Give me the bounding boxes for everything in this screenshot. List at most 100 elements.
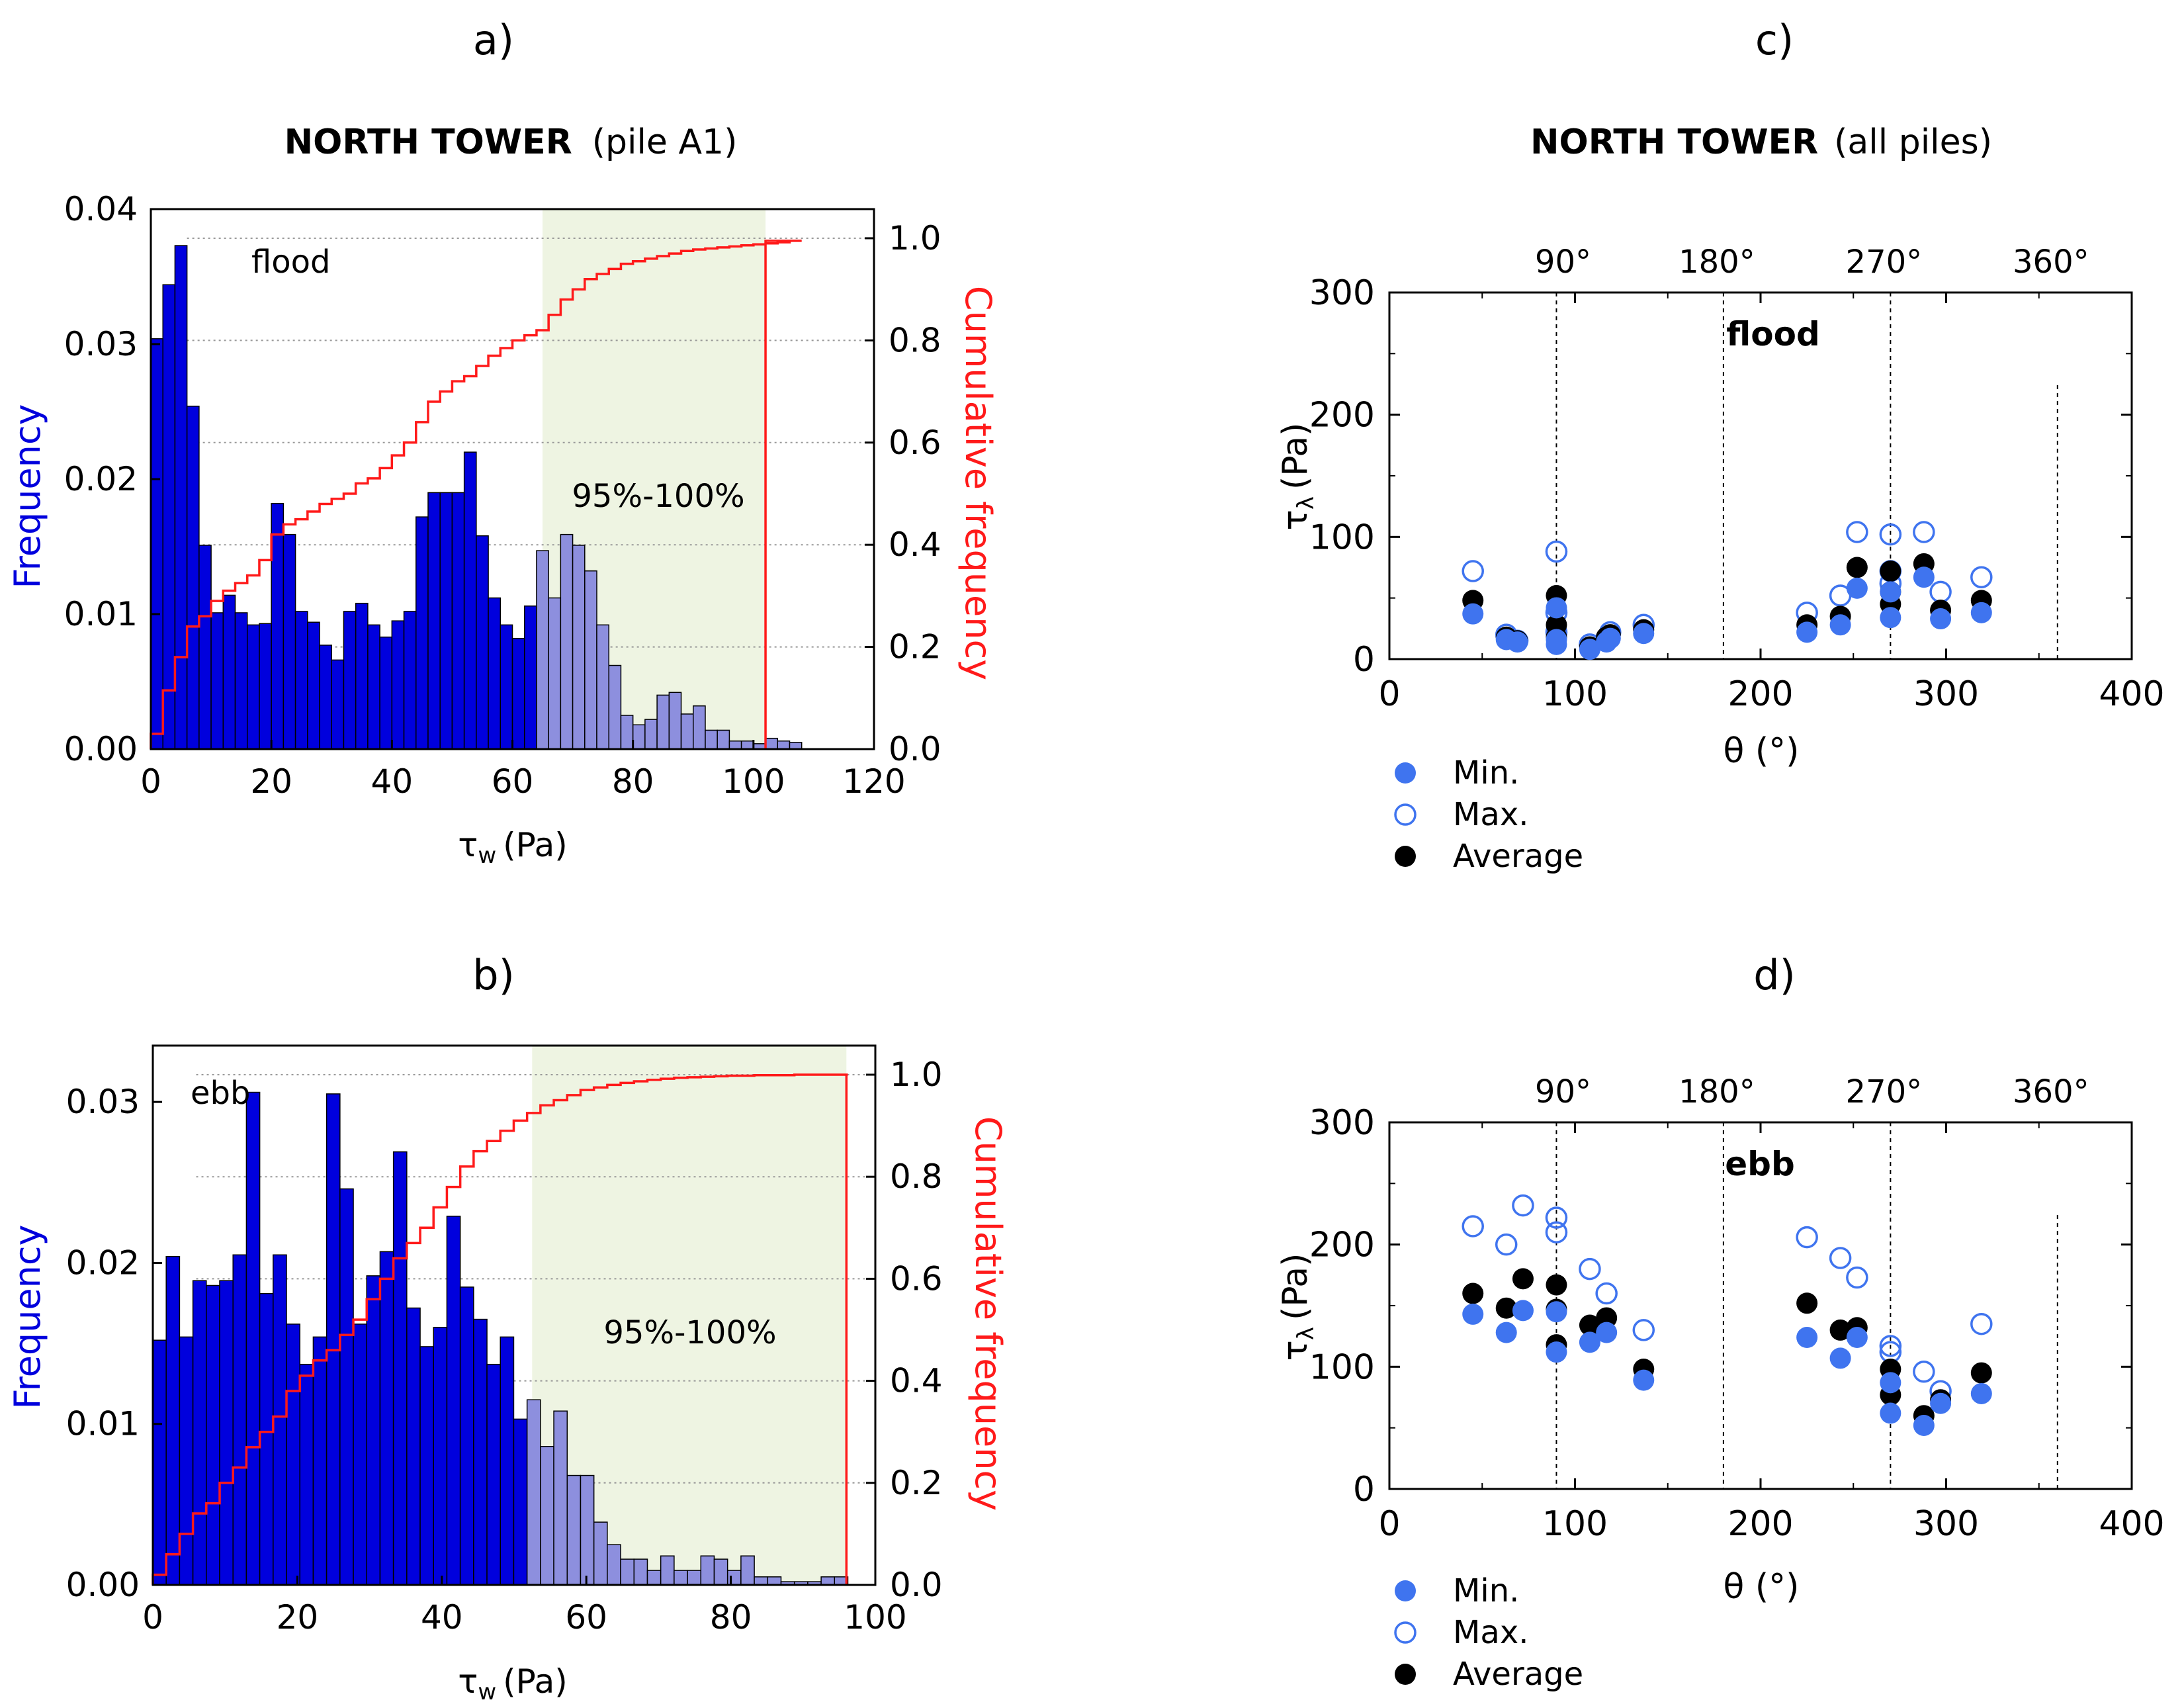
d-point-max (1632, 1319, 1655, 1341)
a-bar (162, 284, 176, 750)
d-point-max (1595, 1282, 1618, 1305)
a-bar (186, 406, 200, 750)
b-bar (674, 1570, 688, 1586)
a-bar (596, 624, 609, 750)
b-bar (553, 1410, 568, 1586)
chart-c-legend-max-marker (1394, 803, 1417, 826)
d-point-max (1846, 1266, 1868, 1289)
a-bar (439, 492, 453, 750)
c-xtick-label: 300 (1913, 674, 1979, 714)
panel-label-a: a) (473, 16, 514, 64)
b-xtick-label: 100 (844, 1598, 906, 1637)
chart-b-frame (152, 1044, 877, 1586)
d-point-min (1829, 1347, 1851, 1369)
chart-d-legend: Min. Max. Average (1394, 1572, 1583, 1693)
b-y2tick-label: 0.2 (890, 1464, 943, 1502)
panel-label-b: b) (472, 951, 515, 999)
panel-label-c: c) (1755, 16, 1794, 64)
d-top-tick-label: 90° (1535, 1073, 1591, 1110)
a-bar (367, 624, 380, 750)
a-bar (427, 492, 441, 750)
b-bar (754, 1576, 769, 1586)
d-point-min (1846, 1327, 1868, 1349)
c-top-tick-label: 270° (1846, 244, 1923, 281)
d-point-min (1546, 1341, 1567, 1363)
a-bar (307, 621, 320, 750)
b-y2tick-label: 0.6 (890, 1259, 943, 1298)
c-top-tick-label: 360° (2013, 244, 2089, 281)
chart-b-xlabel-sym: τ (458, 1662, 478, 1701)
d-point-min (1596, 1322, 1618, 1343)
b-bar (620, 1558, 635, 1586)
d-point-min (1633, 1369, 1655, 1391)
d-point-min (1880, 1402, 1901, 1424)
c-point-max (1929, 580, 1952, 604)
chart-d-axis-ticks: 0 100 200 300 400 0 100 200 300 (1309, 1103, 2165, 1544)
chart-b-y2ticks: 0.0 0.2 0.4 0.6 0.8 1.0 (866, 1056, 943, 1604)
b-bar (700, 1555, 715, 1586)
a-bar (777, 741, 791, 750)
chart-c-vlines: 90° 180° 270° 360° (1535, 244, 2089, 659)
d-xtick-label: 0 (1378, 1504, 1400, 1544)
c-point-max (1970, 566, 1993, 589)
b-bar (820, 1576, 836, 1586)
b-xtick-label: 40 (421, 1598, 463, 1637)
a-bar (331, 659, 345, 750)
a-bar (620, 715, 634, 750)
b-bar (433, 1326, 448, 1586)
d-point-max (1913, 1360, 1935, 1383)
c-point-min (1796, 621, 1818, 643)
chart-a-band-label: 95%-100% (572, 478, 744, 515)
c-point-min (1829, 614, 1851, 636)
chart-c-title-rest: (all piles) (1834, 122, 1992, 162)
chart-d-ylabel-sym: τ (1276, 1340, 1315, 1361)
d-point-average (1796, 1292, 1818, 1314)
b-bar (259, 1292, 274, 1586)
c-top-tick-label: 180° (1679, 244, 1755, 281)
a-bar (560, 533, 574, 750)
c-point-min (1846, 577, 1868, 599)
b-bar (245, 1091, 261, 1586)
a-bar (234, 612, 248, 750)
chart-d-vlines: 90° 180° 270° 360° (1535, 1073, 2089, 1489)
chart-d-ylabel-unit: (Pa) (1276, 1253, 1315, 1320)
chart-c-legend: Min. Max. Average (1394, 754, 1583, 875)
c-ytick-label: 100 (1309, 517, 1375, 557)
a-y2tick-label: 0.8 (889, 321, 941, 359)
chart-c-title: NORTH TOWER (all piles) (1530, 122, 1992, 162)
chart-c-xlabel: θ (°) (1724, 731, 1800, 771)
b-bar (219, 1280, 234, 1586)
a-bar (548, 597, 562, 750)
d-ytick-label: 300 (1309, 1103, 1375, 1143)
a-xtick-label: 60 (492, 762, 534, 801)
a-bar (523, 606, 537, 750)
b-bar (179, 1336, 194, 1586)
a-bar (668, 692, 682, 750)
d-point-max (1545, 1221, 1568, 1243)
d-ytick-label: 100 (1309, 1347, 1375, 1387)
chart-a: 0 20 40 60 80 100 120 0.00 0.01 0.02 0.03 0.04 0.0… (7, 190, 999, 869)
d-point-max (1829, 1247, 1852, 1269)
a-y2tick-label: 0.2 (889, 628, 941, 666)
chart-a-y2label: Cumulative frequency (957, 286, 999, 680)
chart-d-points (1462, 1194, 1993, 1436)
c-point-min (1970, 602, 1992, 623)
a-y2tick-label: 1.0 (889, 219, 941, 257)
a-bar (632, 724, 646, 750)
a-bar (319, 645, 332, 750)
chart-c-legend-avg-marker (1395, 846, 1416, 867)
a-bar (500, 624, 513, 750)
c-point-min (1546, 597, 1567, 619)
a-bar (656, 694, 670, 750)
a-bar (728, 741, 742, 750)
b-bar (366, 1275, 381, 1586)
b-bar (273, 1254, 287, 1586)
b-bar (312, 1336, 328, 1586)
b-bar (353, 1324, 367, 1586)
b-bar (500, 1336, 515, 1586)
a-ytick-label: 0.01 (64, 595, 138, 633)
chart-a-xlabel: τw (Pa) (458, 826, 567, 869)
a-bar (451, 492, 465, 750)
c-point-max (1846, 521, 1868, 543)
